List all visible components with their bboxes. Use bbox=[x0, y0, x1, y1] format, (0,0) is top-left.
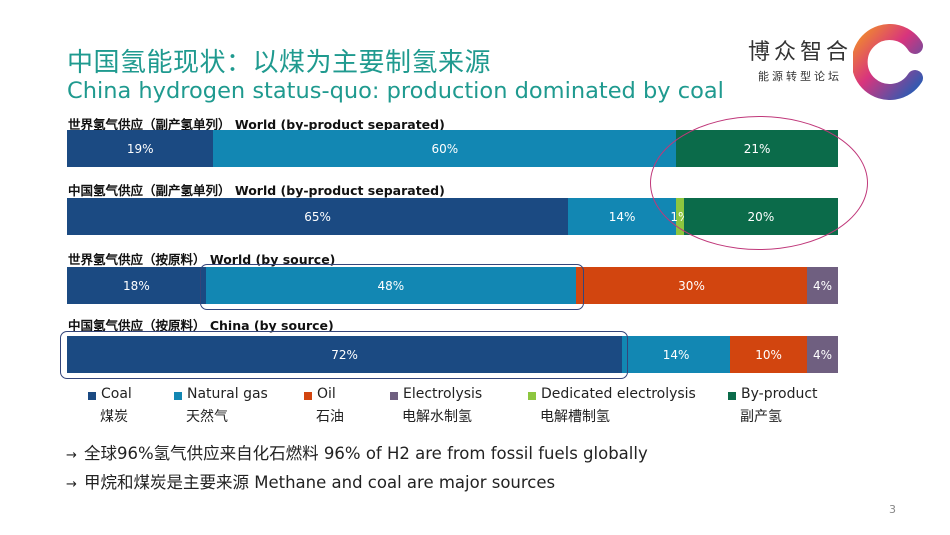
stacked-bar-1: 19% 60% 21% bbox=[67, 130, 838, 167]
row-label-2: 中国氢气供应（副产氢单列） World (by-product separate… bbox=[68, 183, 445, 198]
legend-swatch bbox=[528, 392, 536, 400]
legend-label-zh: 煤炭 bbox=[100, 409, 128, 425]
legend-label-en: Electrolysis bbox=[403, 386, 483, 402]
data-label: 48% bbox=[377, 278, 405, 293]
data-label: 65% bbox=[304, 209, 331, 224]
bar-segment-by-product: 21% bbox=[676, 130, 838, 167]
legend-swatch bbox=[728, 392, 736, 400]
data-label: 18% bbox=[123, 278, 150, 293]
data-label: 4% bbox=[813, 347, 833, 362]
logo-ring-icon bbox=[853, 24, 923, 100]
legend-label-en: Coal bbox=[101, 386, 132, 402]
row-label-3: 世界氢气供应（按原料） World (by source) bbox=[68, 252, 336, 267]
legend-swatch bbox=[304, 392, 312, 400]
bullet-2: → 甲烷和煤炭是主要来源 Methane and coal are major s… bbox=[66, 469, 555, 493]
stacked-bar-4: 72% 14% 10% 4% bbox=[67, 336, 838, 373]
bar-segment-natural-gas: 14% bbox=[568, 198, 677, 235]
data-label: 72% bbox=[331, 347, 358, 362]
logo-subtitle: 能源转型论坛 bbox=[758, 70, 842, 83]
stacked-bar-3: 18% 48% 30% 4% bbox=[67, 267, 838, 304]
arrow-icon: → bbox=[66, 448, 77, 463]
bar-segment-coal: 72% bbox=[67, 336, 623, 373]
bar-segment-natural-gas: 60% bbox=[213, 130, 677, 167]
stacked-bar-2: 65% 14% 1% 20% bbox=[67, 198, 838, 235]
bar-segment-dedicated-electrolysis: 1% bbox=[670, 198, 689, 235]
bar-segment-oil: 10% bbox=[730, 336, 808, 373]
legend-label-zh: 电解水制氢 bbox=[402, 409, 472, 425]
row-label-4: 中国氢气供应（按原料） China (by source) bbox=[68, 318, 334, 333]
bar-segment-coal: 65% bbox=[67, 198, 569, 235]
arrow-icon: → bbox=[66, 477, 77, 492]
bar-segment-natural-gas: 48% bbox=[205, 267, 576, 304]
chart-legend: Coal 煤炭 Natural gas 天然气 Oil 石油 Electrolysis 电解水… bbox=[88, 386, 848, 426]
data-label: 20% bbox=[747, 209, 775, 224]
bullet-1: → 全球96%氢气供应来自化石燃料 96% of H2 are from foss… bbox=[66, 440, 648, 464]
data-label: 14% bbox=[608, 209, 636, 224]
legend-swatch bbox=[88, 392, 96, 400]
bar-segment-coal: 19% bbox=[67, 130, 214, 167]
legend-swatch bbox=[174, 392, 182, 400]
bullet-1-text: 全球96%氢气供应来自化石燃料 96% of H2 are from fossi… bbox=[84, 444, 648, 463]
page-number: 3 bbox=[889, 503, 896, 516]
data-label: 4% bbox=[813, 278, 833, 293]
legend-label-zh: 副产氢 bbox=[740, 409, 782, 425]
bar-segment-electrolysis: 4% bbox=[807, 336, 838, 373]
page-title-zh: 中国氢能现状：以煤为主要制氢来源 bbox=[67, 48, 492, 78]
bar-segment-by-product: 20% bbox=[683, 198, 838, 235]
legend-label-en: Oil bbox=[317, 386, 336, 402]
data-label: 14% bbox=[662, 347, 690, 362]
logo-name: 博众智合 bbox=[748, 40, 853, 65]
legend-label-zh: 天然气 bbox=[186, 409, 228, 425]
data-label: 19% bbox=[126, 141, 154, 156]
legend-label-en: Natural gas bbox=[187, 386, 268, 402]
data-label: 10% bbox=[755, 347, 782, 362]
legend-swatch bbox=[390, 392, 398, 400]
bar-segment-electrolysis: 4% bbox=[807, 267, 838, 304]
row-label-1: 世界氢气供应（副产氢单列） World (by-product separate… bbox=[68, 117, 445, 132]
legend-label-zh: 石油 bbox=[316, 409, 344, 425]
legend-label-en: Dedicated electrolysis bbox=[541, 386, 696, 402]
data-label: 60% bbox=[431, 141, 459, 156]
legend-label-zh: 电解槽制氢 bbox=[540, 409, 610, 425]
bar-segment-coal: 18% bbox=[67, 267, 206, 304]
data-label: 30% bbox=[678, 278, 705, 293]
bar-segment-oil: 30% bbox=[575, 267, 808, 304]
page-title-en: China hydrogen status-quo: production do… bbox=[67, 78, 724, 104]
bar-segment-natural-gas: 14% bbox=[622, 336, 731, 373]
bullet-2-text: 甲烷和煤炭是主要来源 Methane and coal are major so… bbox=[84, 473, 556, 492]
legend-label-en: By-product bbox=[741, 386, 818, 402]
data-label: 21% bbox=[743, 141, 771, 156]
